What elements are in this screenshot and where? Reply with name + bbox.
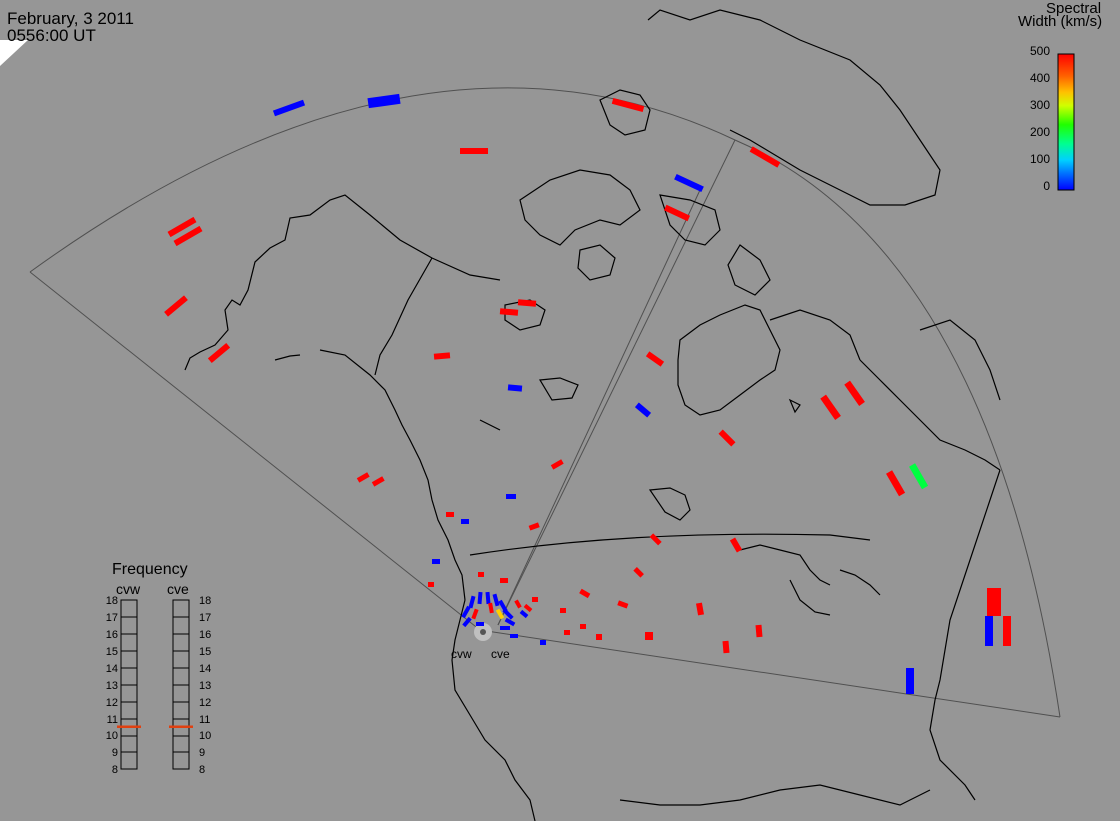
frequency-tick: 11 <box>199 714 211 726</box>
frequency-tick: 9 <box>199 747 206 759</box>
frequency-tick: 11 <box>106 714 118 726</box>
frequency-tick: 18 <box>199 595 212 607</box>
frequency-tick: 15 <box>199 646 212 658</box>
frequency-tick: 9 <box>111 747 118 759</box>
colorbar-tick: 100 <box>1029 152 1050 166</box>
frequency-tick: 8 <box>111 764 118 776</box>
colorbar-tick: 500 <box>1029 44 1050 58</box>
frequency-tick: 18 <box>105 595 118 607</box>
frequency-tick: 17 <box>105 612 118 624</box>
radar-label-cve: cve <box>491 647 510 661</box>
frequency-tick: 8 <box>199 764 206 776</box>
date-label: February, 3 2011 <box>7 9 134 28</box>
frequency-tick: 13 <box>199 680 212 692</box>
colorbar-tick: 200 <box>1029 125 1050 139</box>
frequency-tick: 17 <box>199 612 212 624</box>
colorbar-tick: 0 <box>1043 179 1050 193</box>
frequency-column-label-cve: cve <box>167 581 189 597</box>
frequency-tick: 12 <box>105 697 118 709</box>
colorbar-tick: 300 <box>1029 98 1050 112</box>
frequency-tick: 14 <box>199 663 212 675</box>
colorbar-gradient <box>1057 53 1075 191</box>
radar-site-marker <box>474 623 492 641</box>
radar-label-cvw: cvw <box>451 647 472 661</box>
frequency-tick: 14 <box>105 663 118 675</box>
corner-marker <box>0 40 28 66</box>
frequency-tick: 10 <box>105 730 118 742</box>
colorbar-tick: 400 <box>1029 71 1050 85</box>
frequency-tick: 15 <box>105 646 118 658</box>
frequency-column-label-cvw: cvw <box>116 581 141 597</box>
field-of-view-outline <box>29 87 1061 718</box>
frequency-boxes <box>120 599 190 770</box>
scatter-echoes <box>164 93 1011 694</box>
near-range-fan <box>461 591 533 638</box>
coastlines <box>184 9 1001 821</box>
frequency-tick: 16 <box>105 629 118 641</box>
colorbar-title-line2: Width (km/s) <box>1018 13 1103 30</box>
time-label: 0556:00 UT <box>7 26 96 45</box>
colorbar-title-line1: Spectral <box>1046 0 1102 17</box>
frequency-title: Frequency <box>112 561 188 578</box>
frequency-tick: 10 <box>199 730 212 742</box>
frequency-tick: 16 <box>199 629 212 641</box>
frequency-tick: 13 <box>105 680 118 692</box>
frequency-tick: 12 <box>199 697 212 709</box>
